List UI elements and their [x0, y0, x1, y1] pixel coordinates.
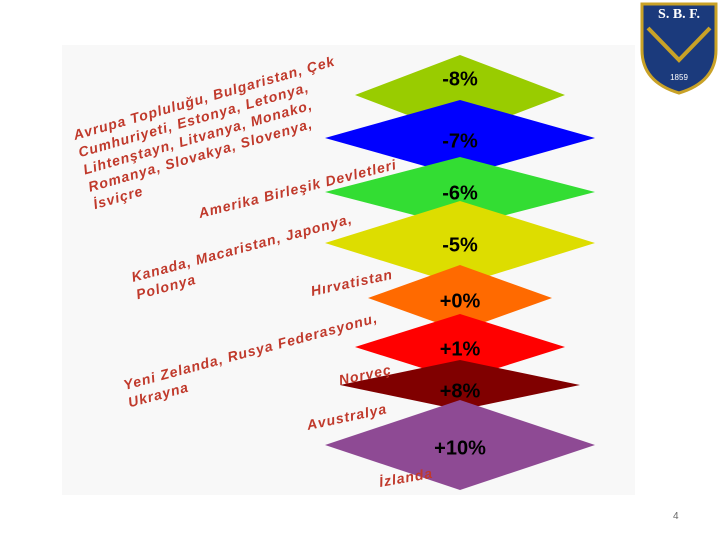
tier-label: +8%	[440, 380, 481, 402]
tier-diamond	[325, 157, 595, 227]
panel	[62, 45, 635, 495]
tier-label: -8%	[442, 68, 478, 90]
logo-year: 1859	[670, 73, 688, 82]
tier-label: +1%	[440, 338, 481, 360]
tier-label: -7%	[442, 130, 478, 152]
logo-chevron	[646, 26, 712, 63]
logo-title: S. B. F.	[658, 7, 700, 22]
tier-label: +10%	[434, 437, 486, 459]
tier-label: -5%	[442, 234, 478, 256]
logo-shield	[640, 2, 718, 95]
logo: S. B. F. 1859	[638, 0, 720, 95]
tier-diamond	[325, 201, 595, 285]
tier-label: -6%	[442, 182, 478, 204]
tier-diamond	[325, 100, 595, 176]
tier-diamond	[340, 360, 580, 410]
tier-diamond	[325, 400, 595, 490]
page-number: 4	[673, 511, 679, 522]
tier-diamond	[355, 314, 565, 380]
tier-label: +0%	[440, 290, 481, 312]
tier-diamond	[368, 265, 552, 331]
